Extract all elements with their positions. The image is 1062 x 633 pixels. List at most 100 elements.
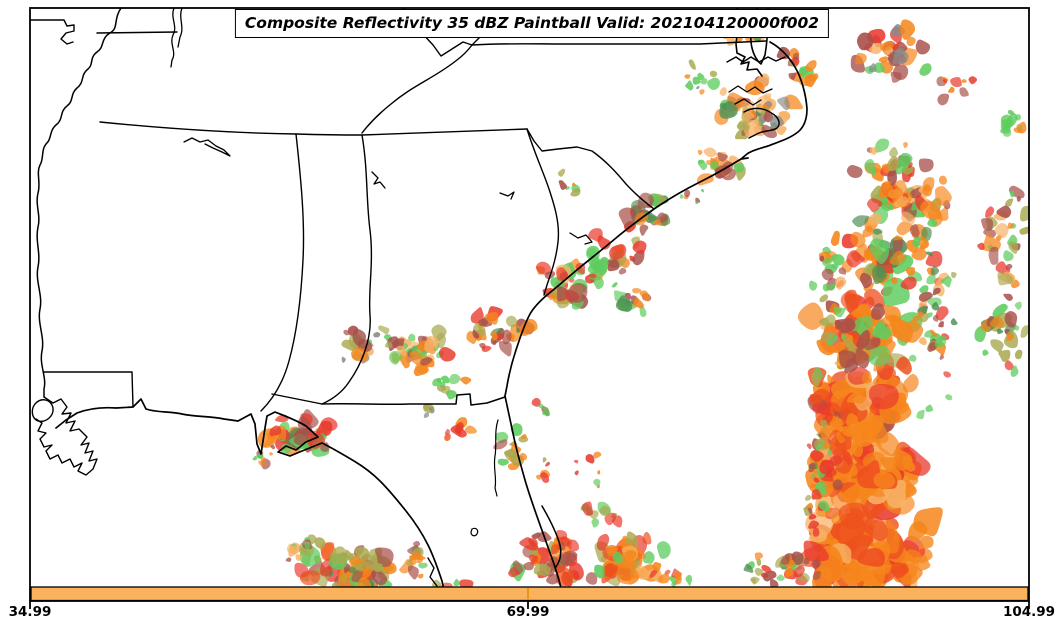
paintball-blob [890,562,907,579]
paintball-blob [285,557,292,562]
paintball-blob [851,424,877,447]
paintball-blob [854,243,869,264]
basemap-layer [30,8,808,588]
paintball-blob [857,547,886,567]
paintball-blob [761,124,778,139]
paintball-blob [916,409,925,420]
paintball-blob [905,549,922,563]
paintball-blob [642,551,655,564]
paintball-blob [896,356,912,375]
paintball-blob [299,570,321,586]
paintball-blob [695,197,701,204]
paintball-blob [813,477,820,483]
colorbar [30,586,1029,602]
paintball-blob [822,257,833,267]
paintball-blob [445,390,450,395]
paintball-blob [1006,333,1014,341]
paintball-blob [409,350,424,366]
paintball-blob [585,572,598,585]
paintball-blob [596,484,600,489]
paintball-blob [573,459,579,464]
paintball-blob [341,356,346,363]
paintball-blob [997,272,1014,286]
paintball-blob [256,453,264,459]
paintball-blob [519,318,538,337]
paintball-blob [925,404,934,412]
paintball-blob [873,472,896,489]
border-kentucky-bend [30,19,75,45]
plot-frame [29,7,1030,602]
paintball-blob [516,327,520,334]
border-alabama-georgia [321,134,373,405]
paintball-blob [352,328,367,346]
paintball-blob [688,59,696,70]
paintball-blob [351,347,369,363]
paintball-blob [927,312,933,319]
paintball-blob [754,552,764,561]
paintball-blob [639,224,649,236]
paintball-blob [982,349,989,356]
paintball-blob [329,546,349,565]
river-mississippi [36,8,122,398]
paintball-blob [599,505,611,517]
paintball-blob [945,394,953,401]
paintball-blob [819,255,825,262]
paintball-blob [530,556,539,565]
paintball-blob [1017,125,1023,130]
paintball-blob [585,454,595,464]
paintball-blob [581,501,593,516]
paintball-blob [548,292,557,301]
paintball-blob [618,268,627,275]
paintball-blob [938,175,948,185]
paintball-blob [1004,310,1018,328]
paintball-blob [808,507,813,515]
paintball-blob [930,329,938,337]
paintball-blob [1000,114,1013,131]
paintball-blob [574,470,579,476]
paintball-blob [637,192,654,209]
paintball-blob [909,223,920,238]
paintball-blob [803,540,829,562]
paintball-blob [922,177,935,192]
paintball-blob [762,570,777,582]
paintball-blob [470,307,484,324]
paintball-blob [890,276,898,285]
paintball-blob [418,562,428,569]
paintball-blob [864,288,886,308]
paintball-blob [270,444,275,450]
paintball-blob [851,304,871,320]
lake-northeast-georgia [371,171,386,189]
paintball-blob [804,73,817,88]
paintball-blob [570,188,581,197]
paintball-blob [493,439,508,450]
paintball-blob [887,203,895,211]
paintball-blob [371,569,388,586]
paintball-blob [804,494,812,501]
paintball-blob [497,458,509,466]
paintball-blob [710,160,720,170]
paintball-blob [842,482,870,509]
paintball-blob [535,261,552,275]
paintball-blob [844,534,874,560]
border-tennessee-northcarolina [361,44,473,134]
paintball-blob [632,287,642,294]
paintball-blob [348,566,357,574]
paintball-blob [995,261,1011,275]
paintball-blob [453,578,461,587]
paintball-blob [819,402,831,416]
sound-pamlico [743,107,780,139]
paintball-blob [719,100,738,119]
paintball-blob [733,162,745,173]
paintball-blob [504,448,518,459]
paintball-blob [754,567,764,576]
x-axis-ticks [29,601,1030,609]
paintball-blob [1019,226,1029,235]
paintball-blob [846,390,867,404]
paintball-blob [355,562,364,572]
paintball-blob [926,274,936,285]
paintball-blob [892,49,909,65]
paintball-blob [528,538,538,548]
paintball-blob [878,56,889,63]
paintball-blob [961,79,967,83]
paintball-blob [934,335,947,348]
